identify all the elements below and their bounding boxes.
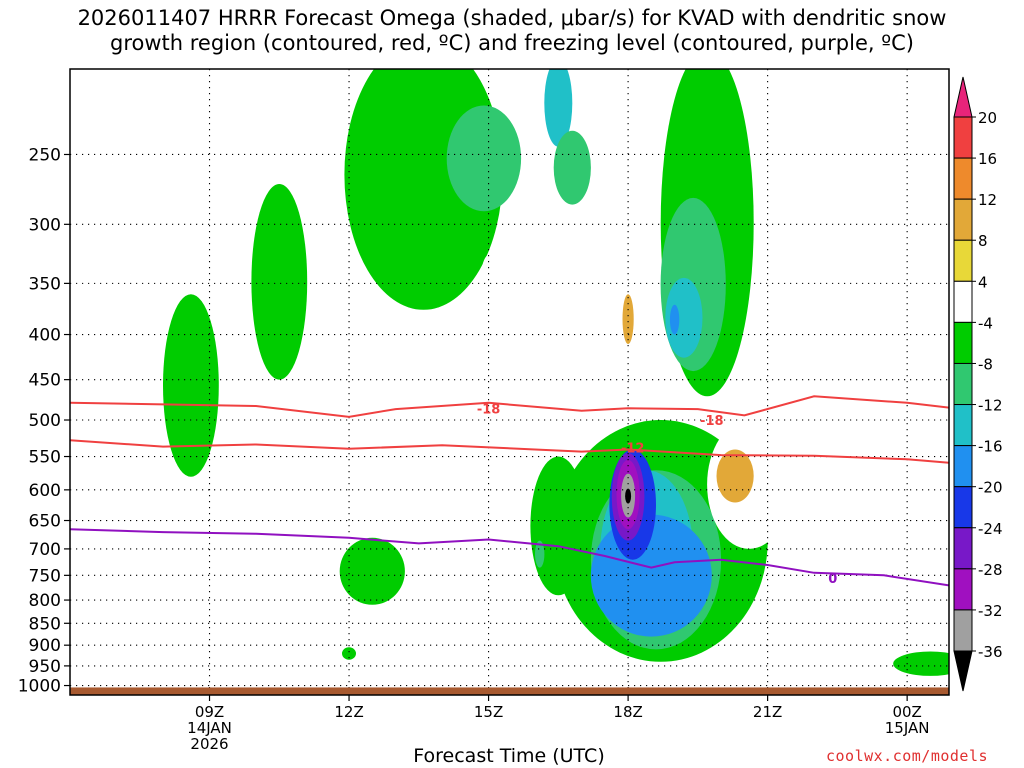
contour--12 [70,439,949,464]
omega-region-pos4 [232,532,280,581]
colorbar-label: 16 [978,150,997,168]
y-tick-label-600: 600 [29,481,61,501]
omega-region-neg12 [665,277,703,358]
x-tick-label: 15JAN [885,719,930,737]
x-tick-label: 14JAN [187,719,232,737]
y-tick-label-1000: 1000 [18,677,61,697]
colorbar-bin [953,280,973,323]
x-tick-label: 2026 [190,735,228,753]
colorbar-bin [953,362,973,406]
omega-shading [163,69,949,676]
y-tick-label-350: 350 [29,274,61,294]
plot-frame [69,68,950,696]
y-tick-label-250: 250 [29,145,61,165]
y-tick-label-950: 950 [29,657,61,677]
colorbar-label: -24 [978,520,1003,538]
x-tick-label: 18Z [613,703,642,721]
y-tick-label-900: 900 [29,636,61,656]
omega-region-neg8 [535,540,545,568]
y-tick-label-400: 400 [29,326,61,346]
x-axis-title: Forecast Time (UTC) [413,745,605,767]
contour--18 [70,395,949,418]
colorbar-label: -36 [978,643,1003,661]
x-tick-label: 00Z [892,703,921,721]
contour-label-0: 0 [828,572,837,587]
omega-region-neg4 [339,537,405,605]
x-tick-label: 21Z [753,703,782,721]
colorbar-bin [953,404,973,447]
y-tick-label-500: 500 [29,411,61,431]
colorbar-bin [953,198,973,241]
y-tick-label-450: 450 [29,371,61,391]
colorbar-bin [953,445,973,488]
chart-title-line-1: 2026011407 HRRR Forecast Omega (shaded, … [77,6,947,30]
omega-region-pos8 [716,449,754,503]
omega-region-pos4 [384,602,408,635]
colorbar-label: 8 [978,232,988,250]
chart-title: 2026011407 HRRR Forecast Omega (shaded, … [0,6,1024,56]
colorbar-label: -28 [978,561,1003,579]
y-tick-label-850: 850 [29,614,61,634]
credit-text: coolwx.com/models [826,747,989,765]
colorbar-bin [953,239,973,282]
omega-region-neg16 [669,304,680,335]
contour-label--18: -18 [700,414,724,429]
omega-region-neg8 [553,130,591,205]
colorbar-label: 4 [978,273,988,291]
y-tick-label-300: 300 [29,215,61,235]
omega-region-neg4 [163,294,219,477]
omega-region-neg4 [342,647,356,660]
contour-0 [70,528,949,587]
chart-title-line-2: growth region (contoured, red, ºC) and f… [110,31,914,55]
x-tick-label: 09Z [195,703,224,721]
colorbar-label: -12 [978,397,1003,415]
colorbar-label: -8 [978,355,993,373]
colorbar-bin [953,486,973,529]
y-tick-label-700: 700 [29,540,61,560]
colorbar-top-triangle [953,76,973,118]
ground-fill [70,687,949,695]
y-tick-label-800: 800 [29,591,61,611]
colorbar-bin [953,527,973,570]
x-tick-label: 12Z [334,703,363,721]
omega-region-neg4 [251,183,308,380]
colorbar-bin [953,609,973,652]
omega-region-pos4 [916,146,949,267]
colorbar-label: -20 [978,479,1003,497]
colorbar-bin [953,157,973,200]
omega-region-pos4 [381,420,466,527]
colorbar-bin [953,568,973,611]
colorbar-label: 20 [978,109,997,127]
colorbar-label: -16 [978,438,1003,456]
colorbar-bin [953,321,973,364]
y-tick-label-750: 750 [29,566,61,586]
contour-label--18: -18 [477,402,501,417]
colorbar-label: -4 [978,314,993,332]
colorbar: 20 16 12 8 4 -4 -8 -12 -16 -20 -24 -28 -32 -36 [953,76,1003,692]
temperature-contours: -18 -18 -12 0 [70,395,949,587]
x-tick-label: 15Z [474,703,503,721]
y-tick-label-650: 650 [29,512,61,532]
y-axis: 2503003504004505005506006507007508008509… [18,145,70,697]
terrain [70,687,949,695]
omega-region-pos4 [477,255,501,384]
contour-label--12: -12 [621,441,645,456]
y-tick-label-550: 550 [29,448,61,468]
colorbar-label: 12 [978,191,997,209]
colorbar-label: -32 [978,602,1003,620]
colorbar-bin [953,116,973,159]
omega-region-neg8 [446,105,522,212]
omega-region-neg12 [544,69,573,147]
colorbar-bottom-triangle [953,650,973,692]
omega-region-pos8 [622,294,634,344]
